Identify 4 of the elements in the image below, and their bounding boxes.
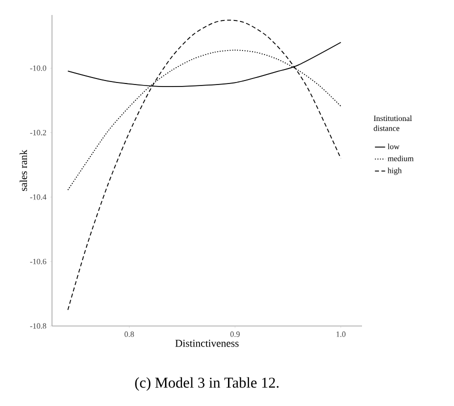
x-axis-title: Distinctiveness	[175, 340, 239, 347]
text: (c) Model 3 in Table 12.	[135, 377, 279, 391]
y-axis-title: sales rank	[20, 150, 28, 191]
line-series	[67, 20, 342, 310]
